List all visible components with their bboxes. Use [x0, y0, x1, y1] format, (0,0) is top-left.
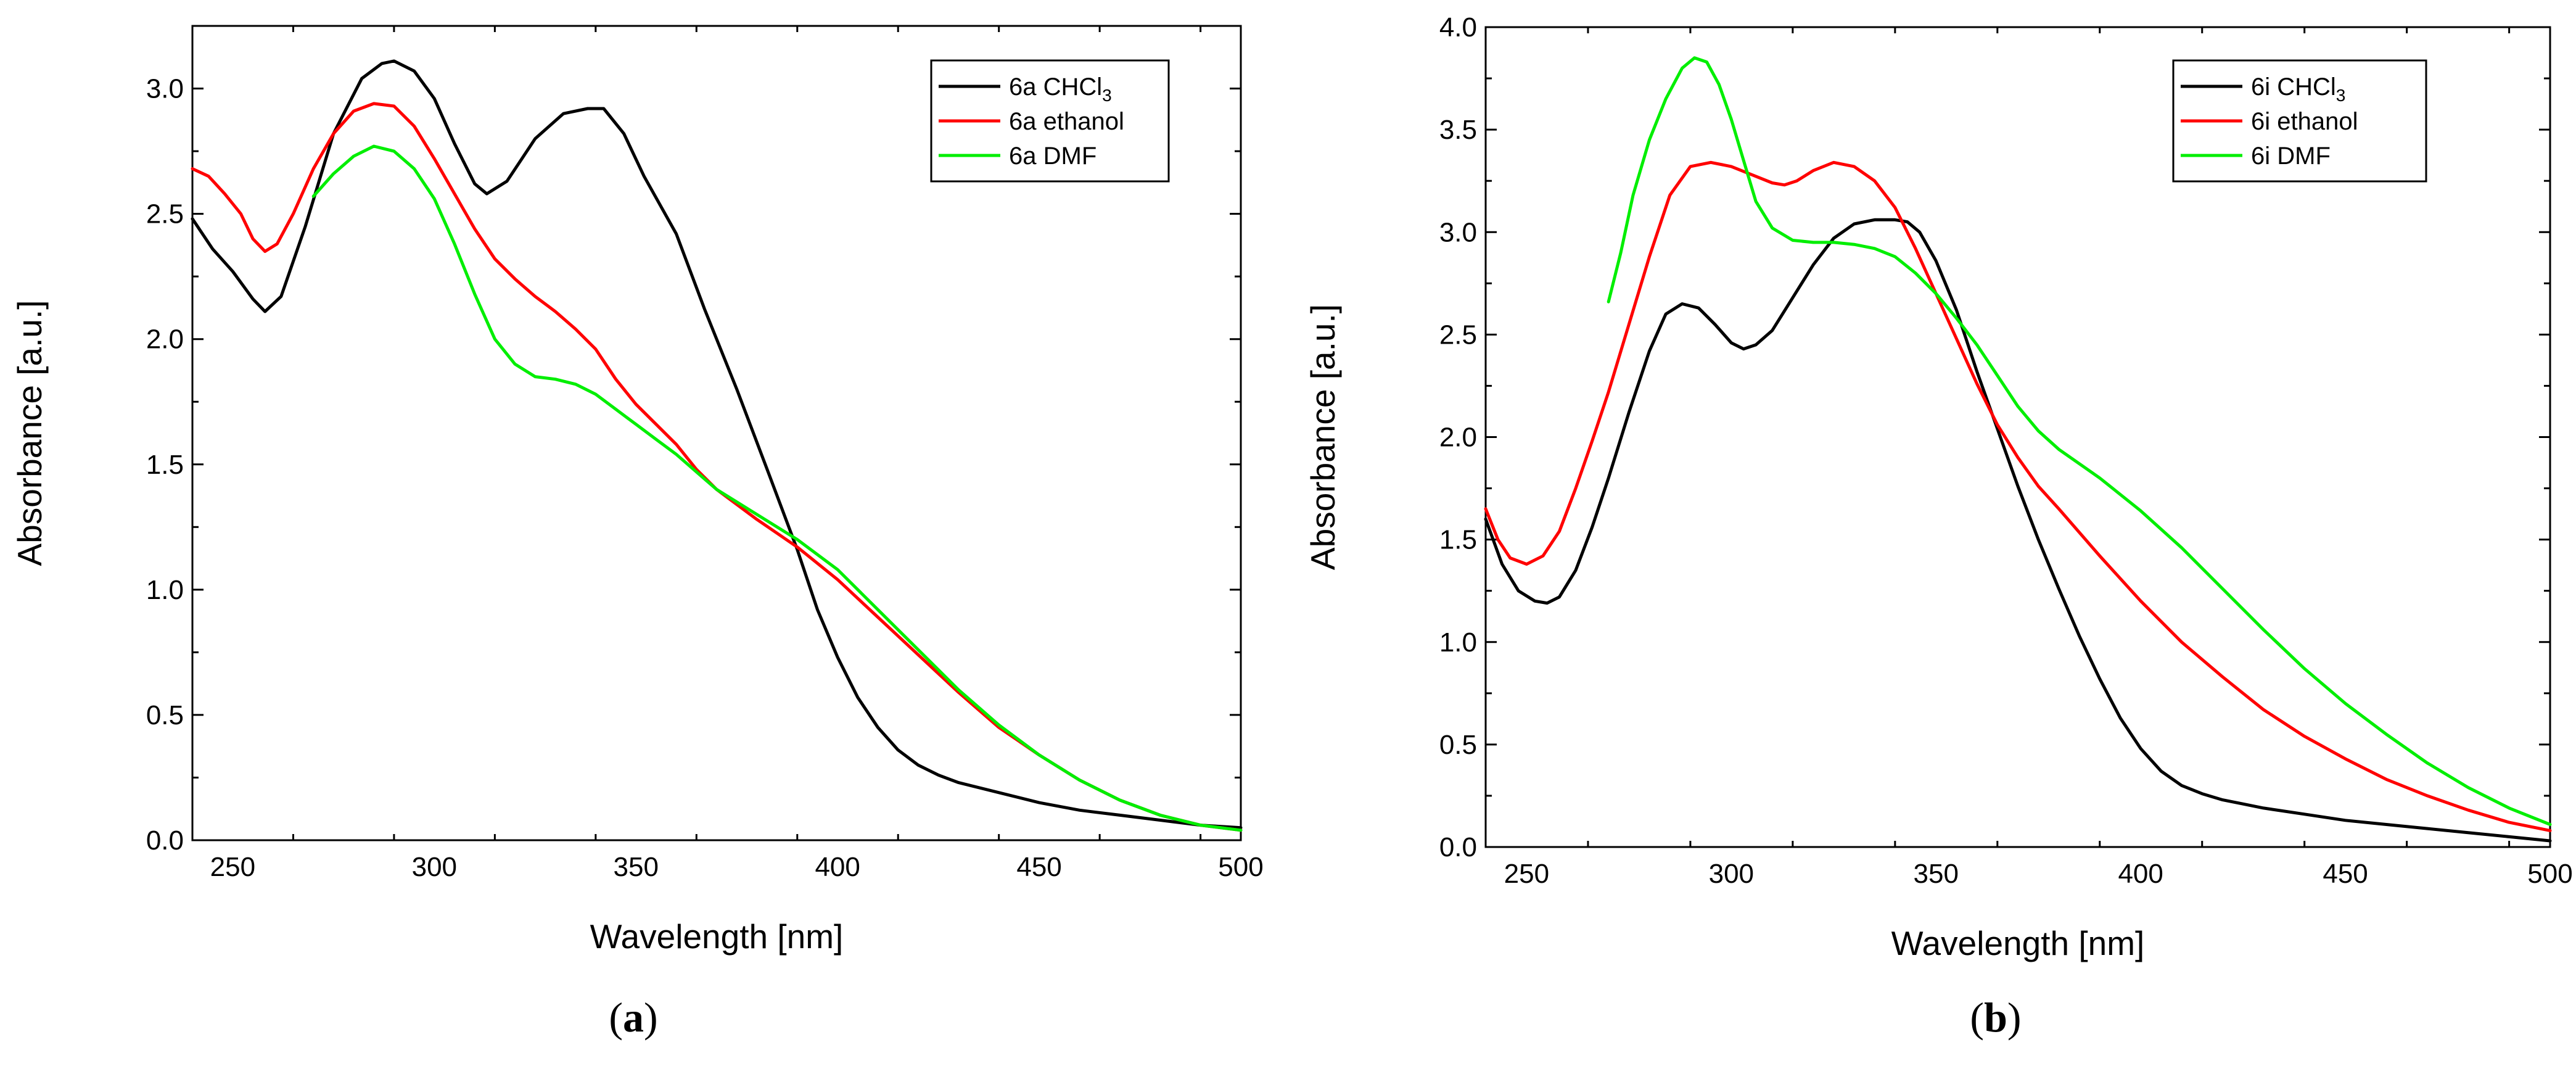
chart-b-legend-label-1: 6i CHCl3 [2251, 73, 2345, 105]
chart-b-y-tick-label: 0.5 [1439, 730, 1477, 760]
chart-a-y-tick-label: 1.5 [146, 450, 184, 480]
chart-a-x-axis-title: Wavelength [nm] [590, 917, 844, 956]
chart-a-legend-label-3: 6a DMF [1009, 143, 1097, 170]
chart-a-legend-label-1: 6a CHCl3 [1009, 73, 1112, 105]
chart-a-y-tick-label: 0.0 [146, 825, 184, 856]
chart-a-x-tick-label: 250 [210, 852, 255, 882]
chart-b-legend-label-3: 6i DMF [2251, 143, 2331, 170]
caption-b: (b) [1970, 994, 2022, 1041]
chart-b-y-tick-label: 0.0 [1439, 832, 1477, 862]
chart-a-y-tick-label: 0.5 [146, 700, 184, 730]
chart-a-x-tick-label: 450 [1016, 852, 1061, 882]
chart-b-x-tick-label: 300 [1709, 859, 1754, 889]
chart-b-x-tick-label: 350 [1914, 859, 1959, 889]
chart-a-y-tick-label: 3.0 [146, 74, 184, 104]
chart-a-y-axis-title: Absorbance [a.u.] [10, 300, 49, 566]
chart-panel-a: 250 300 350 400 450 500 0.0 0.5 1.0 1.5 2.0 2.5 3.0 W… [10, 25, 1264, 1041]
chart-b-x-tick-label: 400 [2118, 859, 2163, 889]
chart-a-x-tick-label: 300 [412, 852, 457, 882]
chart-b-y-tick-label: 3.0 [1439, 217, 1477, 247]
chart-a-y-tick-label: 2.0 [146, 324, 184, 355]
chart-b-y-tick-label: 2.0 [1439, 423, 1477, 453]
chart-b-x-tick-label: 250 [1504, 859, 1549, 889]
chart-b-y-tick-label: 2.5 [1439, 320, 1477, 350]
chart-b-y-tick-label: 1.5 [1439, 525, 1477, 555]
chart-b-x-axis-title: Wavelength [nm] [1891, 924, 2145, 962]
chart-b-svg: 250 300 350 400 450 500 0.0 0.5 1.0 1.5 2.0 2.5 3.0 3… [1304, 12, 2573, 962]
chart-b-x-tick-label: 450 [2323, 859, 2368, 889]
chart-b-series-line-3 [1607, 56, 2552, 826]
chart-a-legend-label-2: 6a ethanol [1009, 108, 1124, 135]
chart-a-x-tick-label: 350 [614, 852, 659, 882]
caption-a: (a) [609, 994, 658, 1041]
chart-a-plot-frame [191, 25, 1242, 841]
chart-a-y-tick-label: 1.0 [146, 575, 184, 605]
chart-b-y-tick-label: 3.5 [1439, 115, 1477, 145]
chart-a-x-tick-label: 500 [1218, 852, 1263, 882]
chart-panel-b: 250 300 350 400 450 500 0.0 0.5 1.0 1.5 2.0 2.5 3.0 3… [1288, 0, 2576, 1066]
chart-b-y-axis-title: Absorbance [a.u.] [1304, 304, 1342, 570]
chart-b-y-tick-label: 4.0 [1439, 12, 1477, 43]
chart-b-y-tick-label: 1.0 [1439, 627, 1477, 658]
chart-a-x-tick-label: 400 [815, 852, 860, 882]
chart-a-y-tick-label: 2.5 [146, 199, 184, 229]
chart-b-series-line-2 [1484, 160, 2552, 832]
chart-a-series-line-2 [191, 102, 1243, 832]
chart-a-svg: 250 300 350 400 450 500 0.0 0.5 1.0 1.5 2.0 2.5 3.0 W… [10, 25, 1264, 956]
chart-a-series-line-3 [311, 144, 1243, 832]
chart-b-legend-label-2: 6i ethanol [2251, 108, 2358, 135]
chart-b-series-line-1 [1484, 218, 2552, 843]
chart-b-x-tick-label: 500 [2527, 859, 2572, 889]
